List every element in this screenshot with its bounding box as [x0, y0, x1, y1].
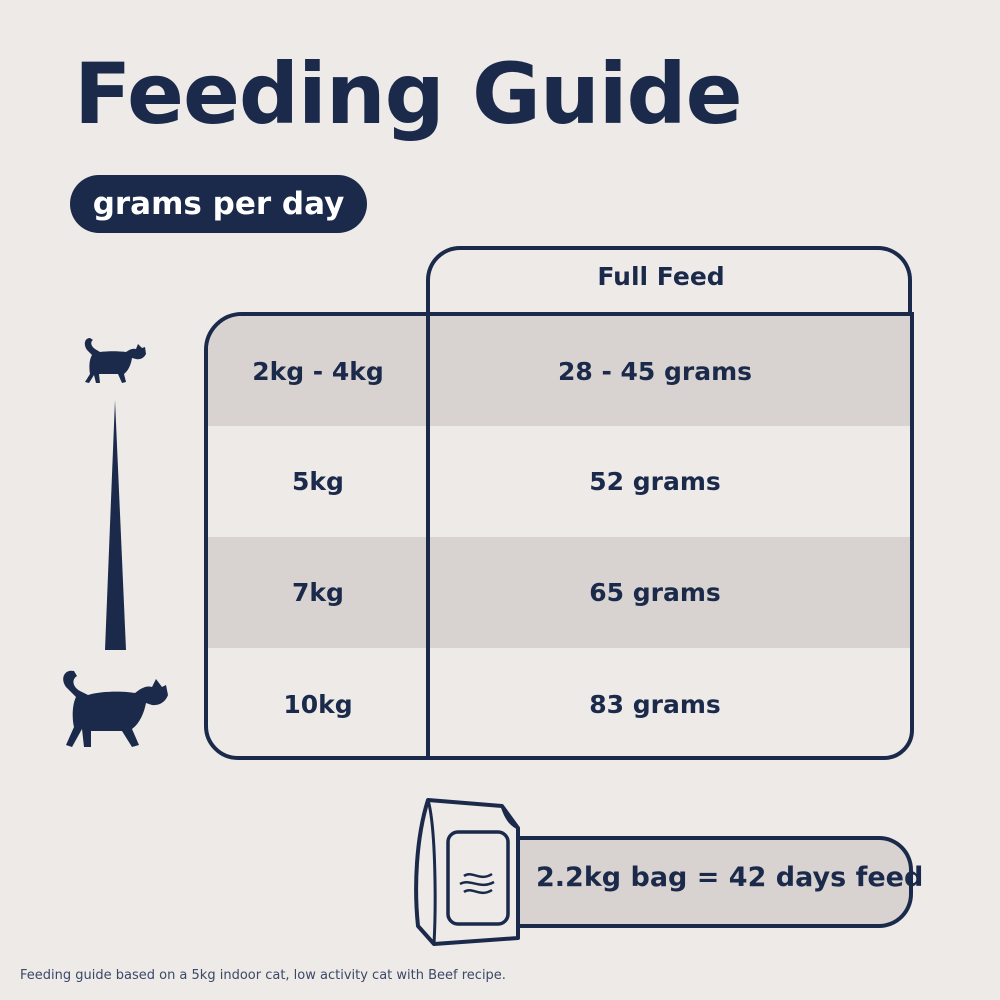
column-header-full-feed: Full Feed — [597, 262, 725, 291]
amount-cell: 83 grams — [589, 689, 721, 719]
cat-small-icon — [84, 338, 146, 383]
unit-badge: grams per day — [70, 175, 367, 233]
weight-cell: 2kg - 4kg — [252, 356, 384, 386]
footnote: Feeding guide based on a 5kg indoor cat,… — [20, 968, 506, 983]
column-divider — [426, 316, 430, 756]
weight-cell: 10kg — [283, 689, 353, 719]
page-title: Feeding Guide — [74, 45, 743, 143]
table-row: 10kg 83 grams — [208, 648, 910, 756]
amount-cell: 65 grams — [589, 578, 721, 607]
amount-cell: 52 grams — [589, 467, 721, 496]
size-scale-wedge-icon — [105, 400, 126, 650]
weight-cell: 5kg — [292, 467, 344, 496]
food-bag-icon — [414, 798, 520, 946]
table-row: 5kg 52 grams — [208, 426, 910, 537]
bag-info-text: 2.2kg bag = 42 days feed — [536, 862, 924, 893]
table-row: 2kg - 4kg 28 - 45 grams — [208, 316, 910, 426]
table-row: 7kg 65 grams — [208, 537, 910, 648]
bag-info-box — [520, 836, 913, 928]
unit-badge-label: grams per day — [92, 186, 345, 222]
weight-cell: 7kg — [292, 578, 344, 607]
feeding-table: 2kg - 4kg 28 - 45 grams 5kg 52 grams 7kg… — [204, 312, 914, 760]
column-header-frame — [426, 246, 912, 346]
cat-large-icon — [63, 670, 168, 747]
amount-cell: 28 - 45 grams — [557, 356, 753, 386]
